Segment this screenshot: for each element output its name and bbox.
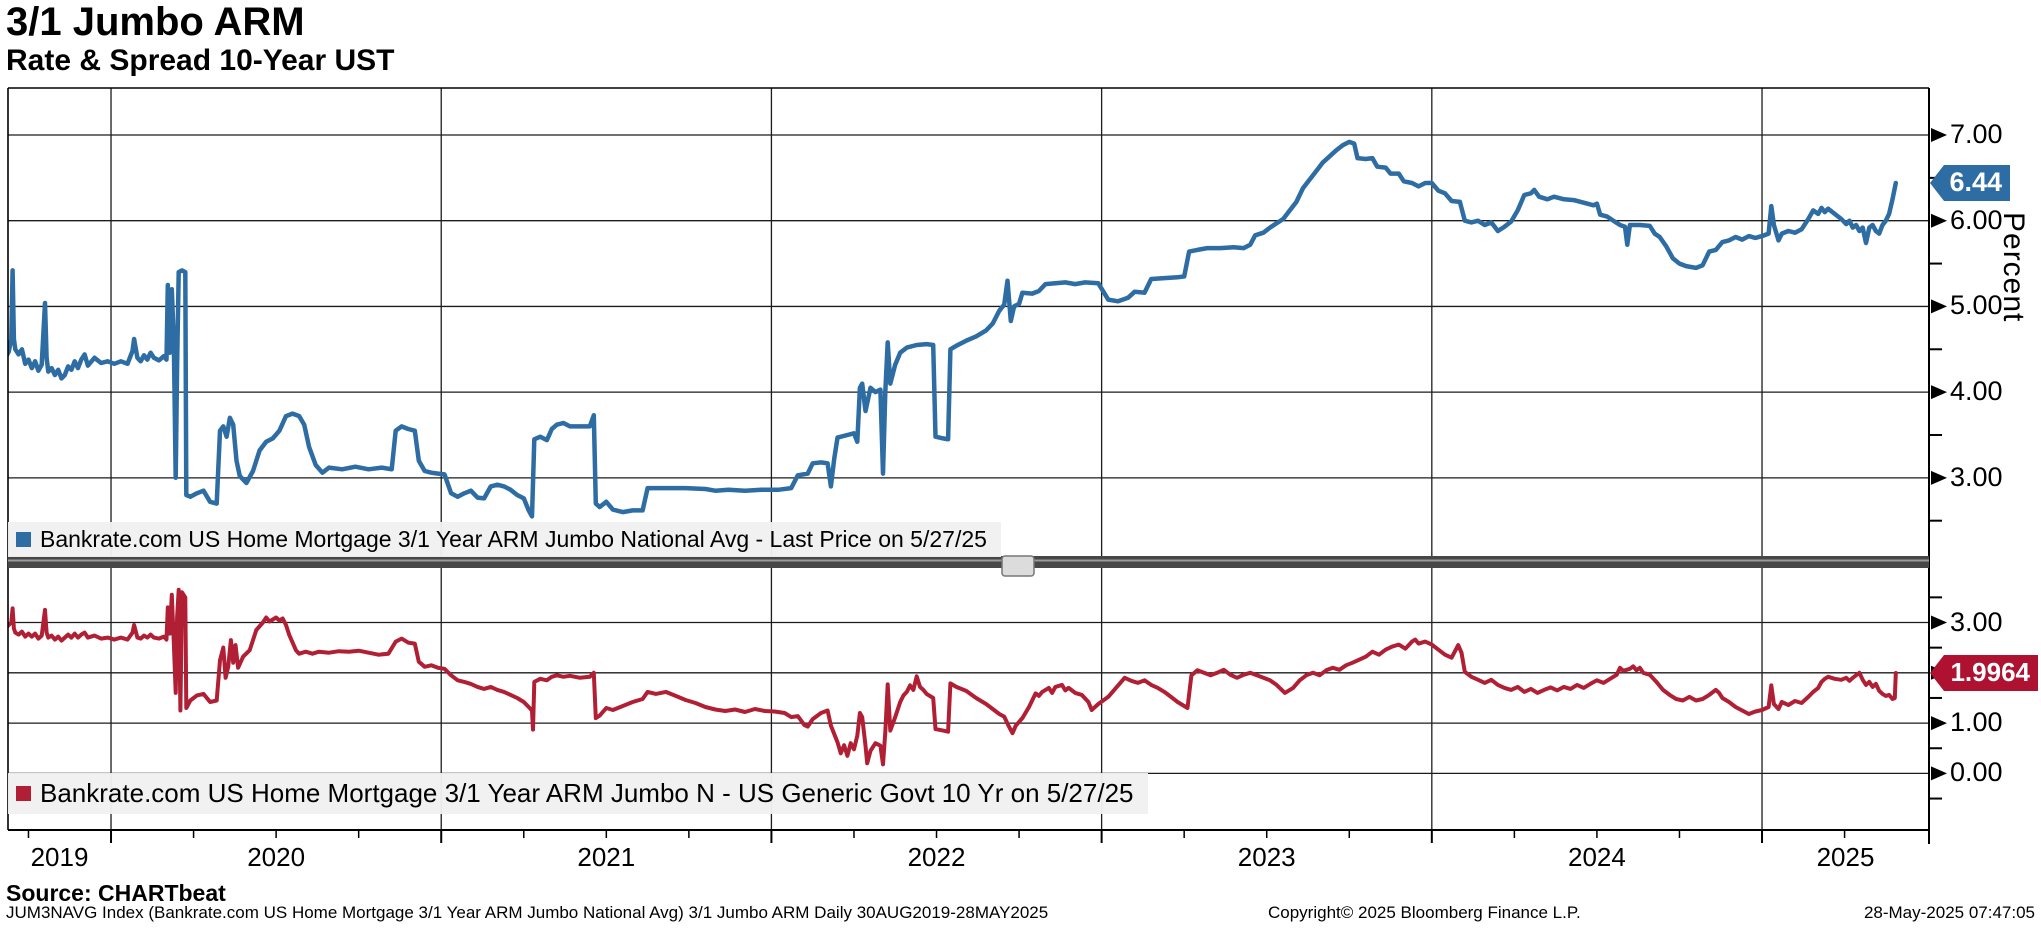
copyright-notice: Copyright© 2025 Bloomberg Finance L.P. (1268, 903, 1581, 922)
panel-separator[interactable] (8, 556, 1929, 568)
spread-series-swatch-icon (16, 786, 31, 801)
page-title: 3/1 Jumbo ARM (6, 0, 305, 44)
source-credit: Source: CHARTbeat (6, 880, 226, 906)
year-label-2025: 2025 (1816, 842, 1875, 872)
bottom-axis-arrow-0 (1931, 766, 1947, 781)
year-label-2021: 2021 (577, 842, 636, 872)
top-tick-label-4.00: 4.00 (1950, 376, 2003, 407)
ticker-description: JUM3NAVG Index (Bankrate.com US Home Mor… (6, 903, 1049, 922)
last-price-badge-rate: 6.44 (1930, 164, 2010, 201)
legend-rate-series[interactable]: Bankrate.com US Home Mortgage 3/1 Year A… (8, 522, 1001, 557)
year-label-2019: 2019 (30, 842, 89, 872)
bottom-axis-arrow-3 (1931, 615, 1947, 630)
legend-spread-label: Bankrate.com US Home Mortgage 3/1 Year A… (40, 778, 1134, 808)
bottom-tick-label-3.00: 3.00 (1950, 606, 2003, 637)
top-axis-arrow-5.00 (1931, 299, 1947, 314)
bottom-tick-label-1.00: 1.00 (1950, 706, 2003, 737)
last-price-badge-rate-value: 6.44 (1949, 167, 2002, 198)
bottom-tick-label-0.00: 0.00 (1950, 757, 2003, 788)
year-label-2022: 2022 (907, 842, 966, 872)
legend-rate-label: Bankrate.com US Home Mortgage 3/1 Year A… (40, 526, 987, 552)
last-price-badge-spread: 1.9964 (1930, 654, 2038, 691)
top-axis-arrow-6.00 (1931, 213, 1947, 228)
last-price-badge-spread-value: 1.9964 (1950, 657, 2030, 688)
top-tick-label-3.00: 3.00 (1950, 461, 2003, 492)
top-tick-label-7.00: 7.00 (1950, 118, 2003, 149)
year-label-2024: 2024 (1568, 842, 1626, 872)
top-tick-label-5.00: 5.00 (1950, 290, 2003, 321)
top-axis-arrow-7.00 (1931, 128, 1947, 142)
timestamp: 28-May-2025 07:47:05 (1863, 903, 2035, 922)
top-axis-arrow-3.00 (1931, 470, 1947, 485)
rate-series-line (8, 139, 1899, 519)
year-label-2020: 2020 (247, 842, 306, 872)
top-tick-label-6.00: 6.00 (1950, 204, 2003, 235)
top-axis-arrow-4.00 (1931, 385, 1947, 400)
separator-drag-handle[interactable] (1001, 555, 1035, 577)
y-axis-unit-label: Percent (1997, 212, 2030, 323)
legend-spread-series[interactable]: Bankrate.com US Home Mortgage 3/1 Year A… (8, 773, 1148, 814)
bottom-axis-arrow-1 (1931, 716, 1947, 731)
year-label-2023: 2023 (1237, 842, 1296, 872)
page-subtitle: Rate & Spread 10-Year UST (6, 44, 395, 77)
rate-series-swatch-icon (16, 532, 31, 547)
spread-series-line (8, 587, 1898, 767)
